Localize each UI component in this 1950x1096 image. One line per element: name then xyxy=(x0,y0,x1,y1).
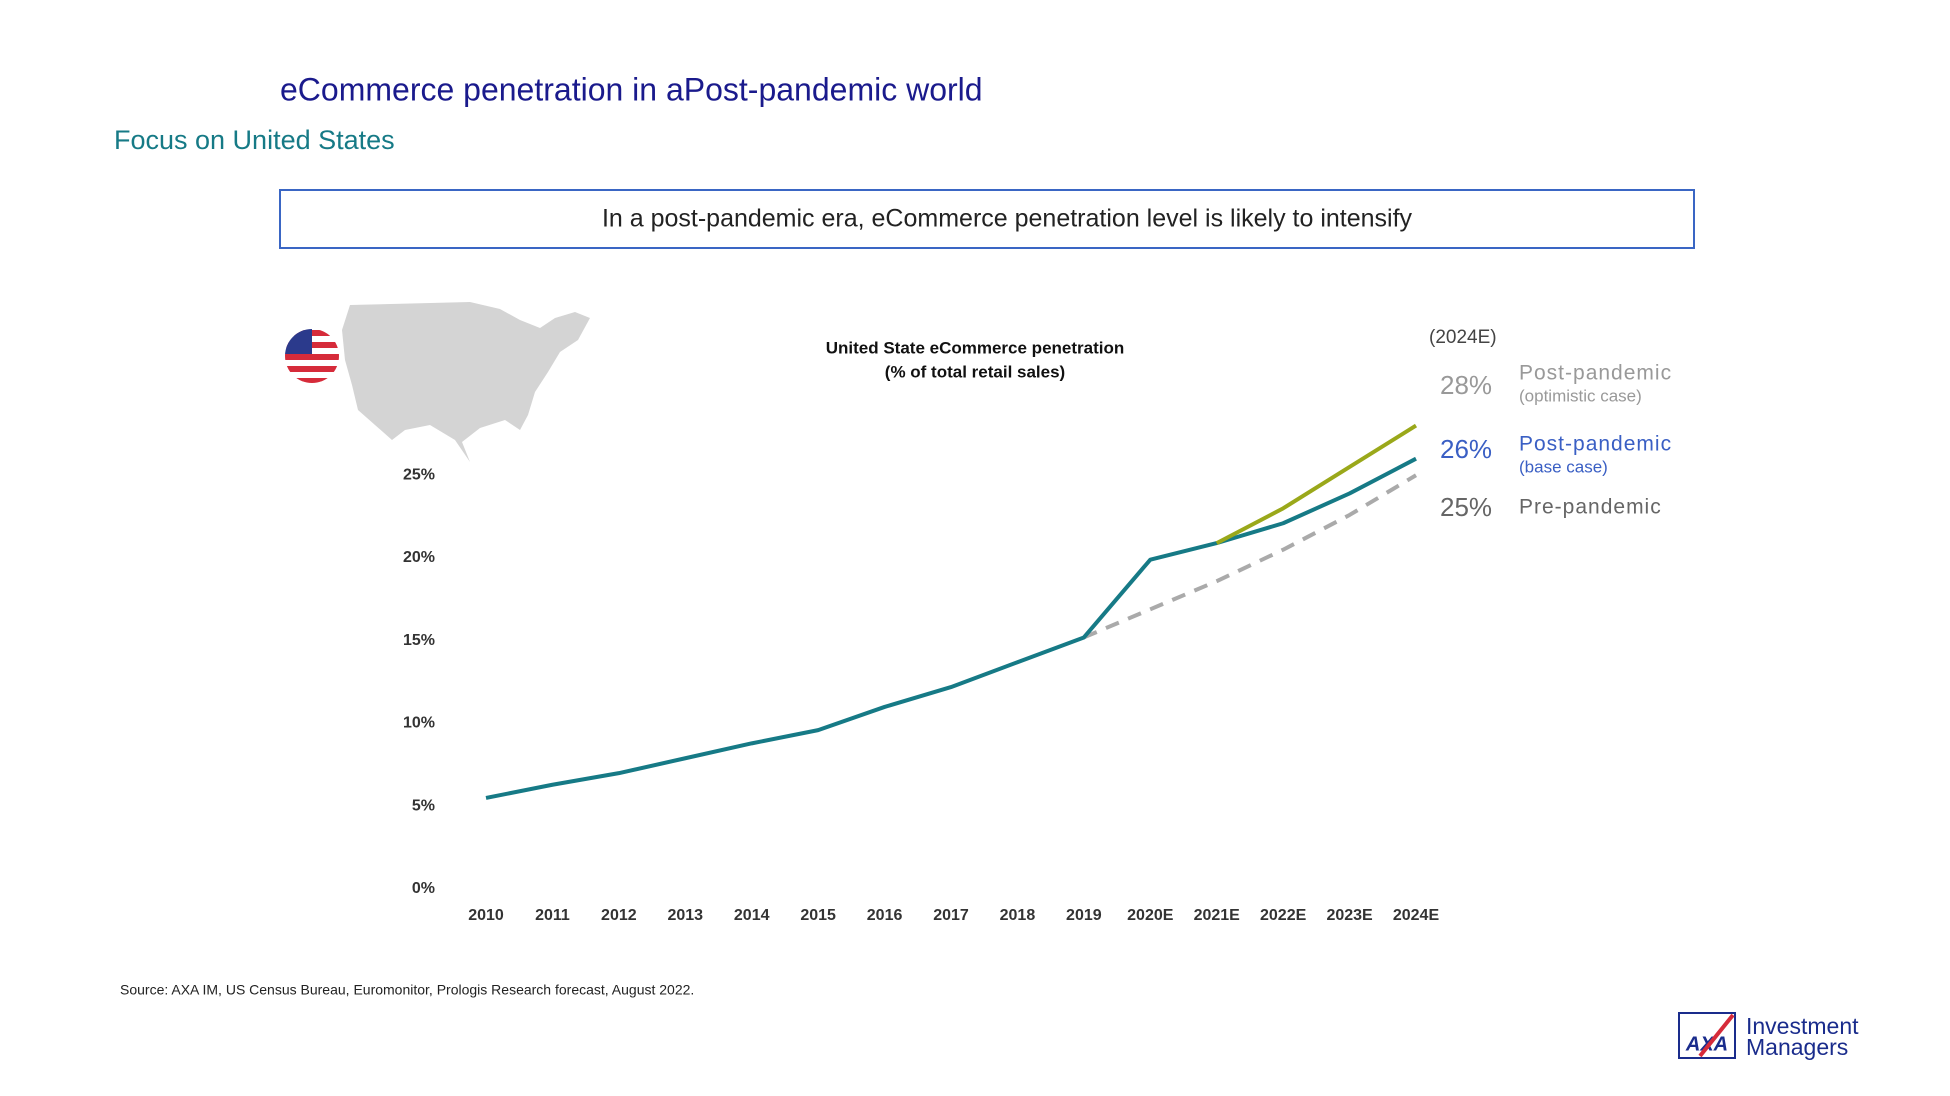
x-tick-label: 2015 xyxy=(800,907,836,924)
title: eCommerce penetration in aPost-pandemic … xyxy=(280,71,983,107)
x-tick-label: 2019 xyxy=(1066,907,1102,924)
legend-name: Post-pandemic xyxy=(1519,433,1672,456)
legend-note: (optimistic case) xyxy=(1519,386,1642,405)
us-map xyxy=(342,302,590,462)
x-tick-label: 2014 xyxy=(734,907,770,924)
x-tick-label: 2021E xyxy=(1194,907,1241,924)
end-value-label: 28% xyxy=(1440,370,1492,400)
banner-box xyxy=(279,189,1695,249)
y-tick-label: 20% xyxy=(403,549,435,566)
end-value-label: 26% xyxy=(1440,434,1492,464)
subtitle: Focus on United States xyxy=(114,125,395,155)
legend-name: Pre-pandemic xyxy=(1519,496,1662,519)
logo: AXA Investment Managers xyxy=(1678,1012,1859,1060)
x-tick-label: 2020E xyxy=(1127,907,1174,924)
x-tick-label: 2010 xyxy=(468,907,504,924)
chart-title: United State eCommerce penetration xyxy=(826,338,1125,357)
chart-title: (% of total retail sales) xyxy=(885,362,1065,381)
x-tick-label: 2023E xyxy=(1326,907,1373,924)
x-tick-label: 2018 xyxy=(1000,907,1036,924)
logo-text: Managers xyxy=(1746,1034,1848,1060)
end-header: (2024E) xyxy=(1429,327,1497,348)
source: Source: AXA IM, US Census Bureau, Euromo… xyxy=(120,982,694,998)
x-tick-label: 2012 xyxy=(601,907,637,924)
series-line xyxy=(485,456,1417,800)
y-tick-label: 5% xyxy=(412,797,435,814)
end-value-label: 25% xyxy=(1440,492,1492,522)
logo-mark: AXA xyxy=(1685,1033,1728,1055)
logo-box xyxy=(1678,1012,1736,1059)
series-line xyxy=(1215,423,1418,545)
x-tick-label: 2024E xyxy=(1393,907,1440,924)
x-tick-label: 2016 xyxy=(867,907,903,924)
us-flag xyxy=(285,329,339,383)
x-tick-label: 2017 xyxy=(933,907,969,924)
y-tick-label: 15% xyxy=(403,632,435,649)
x-tick-label: 2013 xyxy=(667,907,703,924)
banner-text: In a post-pandemic era, eCommerce penetr… xyxy=(602,205,1413,233)
legend-note: (base case) xyxy=(1519,457,1608,476)
y-tick-label: 10% xyxy=(403,715,435,732)
legend-name: Post-pandemic xyxy=(1519,362,1672,385)
logo-text: Investment xyxy=(1746,1013,1859,1039)
y-tick-label: 25% xyxy=(403,466,435,483)
logo-slash xyxy=(1698,1013,1735,1058)
series-line xyxy=(1083,473,1418,640)
x-tick-label: 2022E xyxy=(1260,907,1307,924)
x-tick-label: 2011 xyxy=(535,907,570,924)
y-tick-label: 0% xyxy=(412,880,435,897)
